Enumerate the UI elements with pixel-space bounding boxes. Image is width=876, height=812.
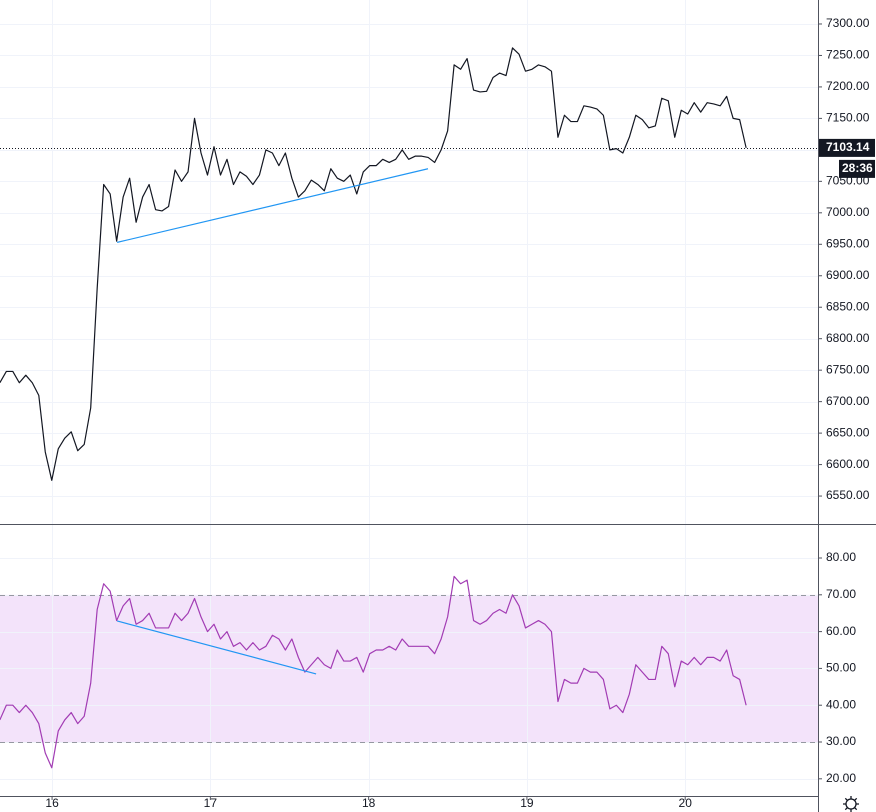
y-tick-label: 7000.00 xyxy=(826,205,870,219)
series-line xyxy=(0,47,747,481)
y-tick-label: 6650.00 xyxy=(826,425,870,439)
y-tick-label: 7250.00 xyxy=(826,48,870,62)
last-price-box xyxy=(819,138,875,157)
trend-line xyxy=(116,620,317,675)
y-tick-label: 6550.00 xyxy=(826,488,870,502)
countdown-label: 28:36 xyxy=(842,161,873,175)
y-tick-label: 7200.00 xyxy=(826,79,870,93)
last-price-label: 7103.14 xyxy=(826,140,870,154)
gear-teeth[interactable] xyxy=(843,796,859,812)
y-tick-label: 80.00 xyxy=(826,550,856,564)
y-tick-label: 7300.00 xyxy=(826,16,870,30)
x-tick-label: 16 xyxy=(45,796,59,810)
series-line xyxy=(0,575,747,769)
settings-icon[interactable] xyxy=(843,796,859,812)
plot-layer xyxy=(0,0,818,796)
x-tick-label: 19 xyxy=(520,796,534,810)
y-tick-label: 30.00 xyxy=(826,734,856,748)
y-tick-label: 7150.00 xyxy=(826,111,870,125)
trend-line xyxy=(116,168,429,243)
y-tick-label: 6900.00 xyxy=(826,268,870,282)
y-tick-label: 50.00 xyxy=(826,661,856,675)
x-tick-label: 17 xyxy=(204,796,218,810)
y-tick-label: 6750.00 xyxy=(826,362,870,376)
x-tick-label: 20 xyxy=(679,796,693,810)
y-tick-label: 60.00 xyxy=(826,624,856,638)
y-tick-label: 40.00 xyxy=(826,697,856,711)
x-tick-label: 18 xyxy=(362,796,376,810)
y-tick-label: 6850.00 xyxy=(826,299,870,313)
y-tick-label: 6950.00 xyxy=(826,236,870,250)
y-tick-label: 20.00 xyxy=(826,771,856,785)
y-tick-label: 70.00 xyxy=(826,587,856,601)
countdown-box xyxy=(839,159,875,178)
y-tick-label: 6800.00 xyxy=(826,331,870,345)
y-tick-label: 6700.00 xyxy=(826,394,870,408)
y-tick-label: 6600.00 xyxy=(826,457,870,471)
